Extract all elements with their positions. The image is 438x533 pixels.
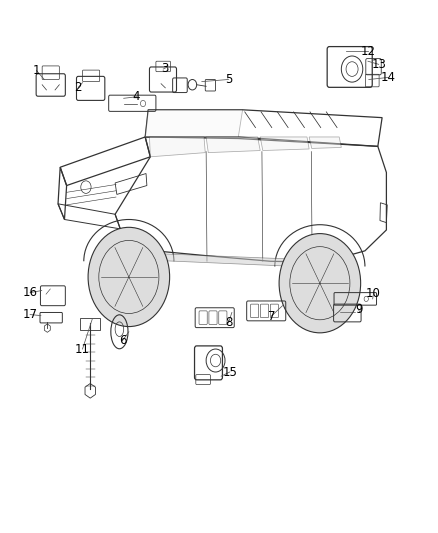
Polygon shape [149, 137, 205, 157]
Polygon shape [206, 137, 260, 152]
Polygon shape [309, 137, 341, 149]
Text: 1: 1 [33, 64, 40, 77]
Text: 14: 14 [381, 71, 396, 84]
Text: 5: 5 [225, 73, 232, 86]
Text: 10: 10 [366, 287, 381, 300]
Text: 3: 3 [162, 61, 169, 75]
Text: 6: 6 [119, 334, 126, 347]
Text: 13: 13 [371, 58, 386, 71]
Polygon shape [145, 110, 243, 137]
Polygon shape [260, 137, 309, 150]
Text: 11: 11 [75, 343, 90, 356]
Circle shape [279, 233, 360, 333]
Text: 17: 17 [23, 308, 38, 321]
Text: 8: 8 [225, 317, 232, 329]
Text: 15: 15 [223, 366, 237, 378]
Text: 16: 16 [23, 286, 38, 299]
Text: 7: 7 [268, 310, 275, 322]
Text: 12: 12 [361, 45, 376, 58]
Circle shape [88, 228, 170, 327]
Text: 2: 2 [74, 81, 82, 94]
Polygon shape [152, 254, 322, 268]
Text: 4: 4 [133, 90, 140, 103]
Text: 9: 9 [355, 303, 362, 316]
